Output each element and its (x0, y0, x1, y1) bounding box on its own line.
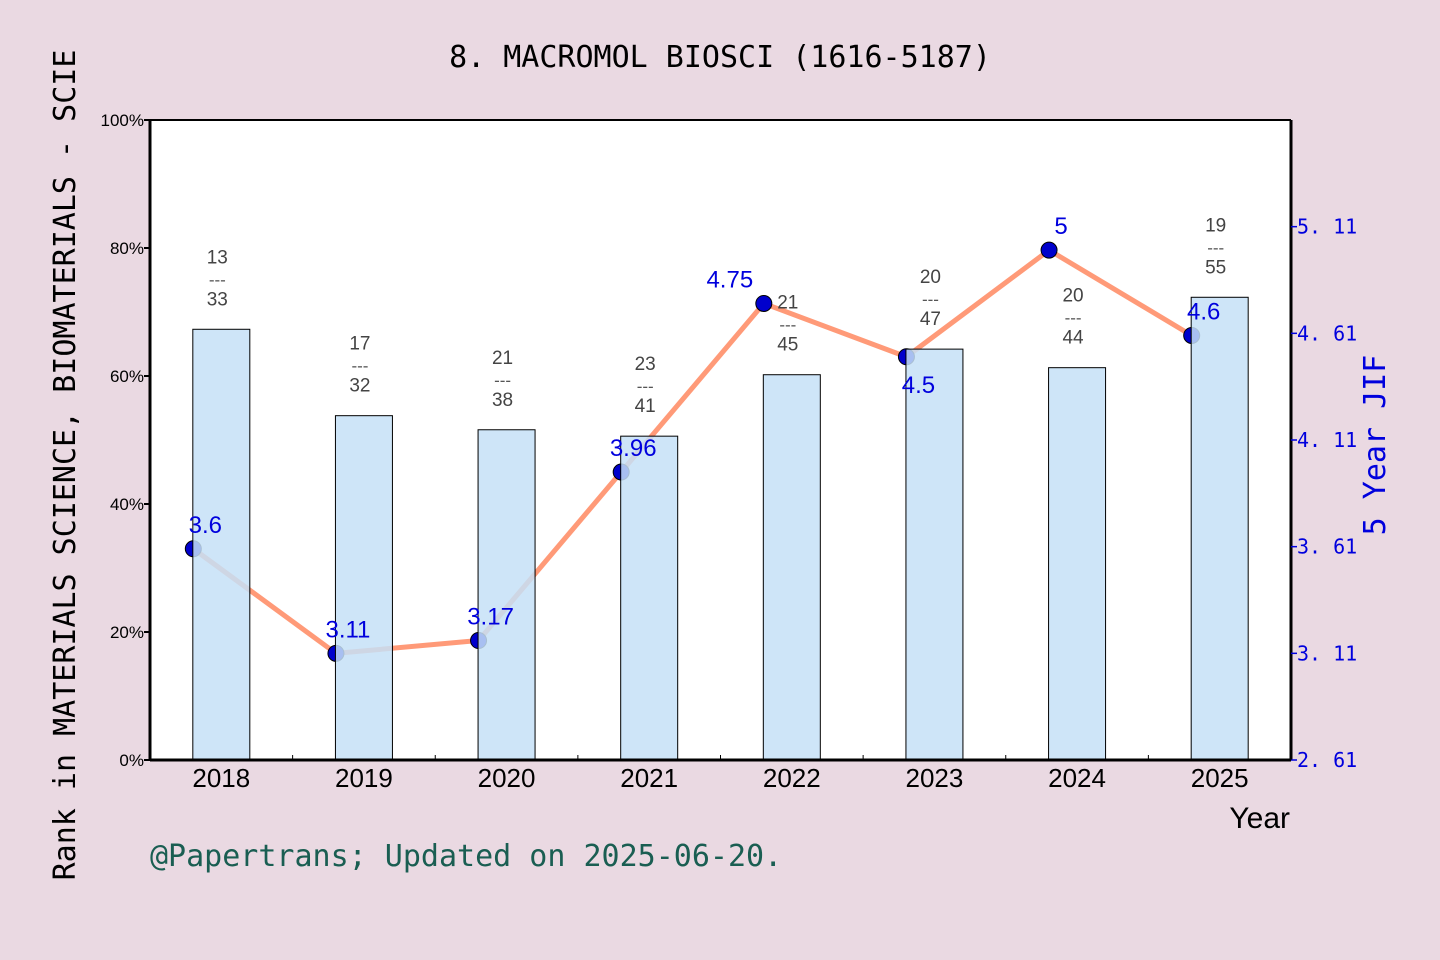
x-tick-label: 2023 (906, 763, 964, 793)
right-tick-label: 4. 61 (1297, 321, 1357, 345)
total-label: 33 (207, 289, 228, 310)
bar-2023 (905, 348, 964, 761)
right-tick-label: 4. 11 (1297, 428, 1357, 452)
bar-2022 (762, 374, 821, 761)
rank-label: 13 (207, 247, 228, 268)
left-tick-label: 100% (101, 111, 144, 130)
x-tick-label: 2021 (620, 763, 678, 793)
left-tick-label: 40% (110, 495, 144, 514)
rank-label: 20 (920, 267, 941, 288)
rank-separator: --- (1207, 238, 1224, 257)
rank-label: 20 (1062, 286, 1083, 307)
right-tick-label: 5. 11 (1297, 215, 1357, 239)
bar-2021 (620, 435, 679, 761)
x-axis-label: Year (1229, 802, 1290, 835)
jif-point-2024 (1040, 241, 1058, 259)
x-tick-label: 2018 (192, 763, 250, 793)
total-label: 32 (349, 376, 370, 397)
rank-separator: --- (351, 357, 368, 376)
bar-2024 (1048, 367, 1107, 761)
total-label: 45 (777, 335, 798, 356)
jif-label-2021: 3.96 (610, 435, 657, 462)
left-tick-label: 20% (110, 623, 144, 642)
rank-label: 23 (635, 354, 656, 375)
jif-label-2025: 4.6 (1187, 298, 1220, 325)
jif-label-2024: 5 (1054, 213, 1067, 240)
rank-separator: --- (922, 290, 939, 309)
rank-separator: --- (637, 377, 654, 396)
left-axis-label: Rank in MATERIALS SCIENCE, BIOMATERIALS … (48, 50, 83, 881)
bar-2018 (192, 328, 251, 761)
bar-2020 (477, 429, 536, 761)
left-tick-label: 0% (119, 751, 144, 770)
rank-separator: --- (779, 316, 796, 335)
right-axis-label: 5 Year JIF (1358, 355, 1393, 536)
chart-title: 8. MACROMOL BIOSCI (1616-5187) (449, 40, 991, 75)
jif-label-2022: 4.75 (706, 266, 753, 293)
plot-area (150, 120, 1291, 760)
rank-label: 19 (1205, 215, 1226, 236)
jif-label-2023: 4.5 (902, 372, 935, 399)
rank-label: 21 (777, 293, 798, 314)
rank-separator: --- (494, 371, 511, 390)
jif-label-2019: 3.11 (325, 616, 370, 643)
right-tick-label: 3. 61 (1297, 535, 1357, 559)
right-tick-label: 3. 11 (1297, 641, 1357, 665)
x-tick-label: 2024 (1048, 763, 1106, 793)
total-label: 38 (492, 390, 513, 411)
footer-credit: @Papertrans; Updated on 2025-06-20. (150, 839, 782, 874)
x-tick-label: 2020 (478, 763, 536, 793)
x-tick-label: 2022 (763, 763, 821, 793)
total-label: 47 (920, 309, 941, 330)
x-tick-label: 2025 (1191, 763, 1249, 793)
rank-label: 21 (492, 348, 513, 369)
rank-separator: --- (1065, 309, 1082, 328)
rank-separator: --- (209, 270, 226, 289)
left-tick-label: 80% (110, 239, 144, 258)
bar-2025 (1190, 296, 1249, 761)
jif-label-2020: 3.17 (467, 604, 514, 631)
total-label: 55 (1205, 257, 1226, 278)
right-tick-label: 2. 61 (1297, 748, 1357, 772)
x-tick-label: 2019 (335, 763, 393, 793)
rank-label: 17 (349, 334, 370, 355)
total-label: 44 (1062, 328, 1084, 349)
jif-label-2018: 3.6 (189, 512, 222, 539)
bar-2019 (334, 415, 393, 761)
left-tick-label: 60% (110, 367, 144, 386)
total-label: 41 (635, 396, 656, 417)
jif-point-2022 (755, 294, 773, 312)
